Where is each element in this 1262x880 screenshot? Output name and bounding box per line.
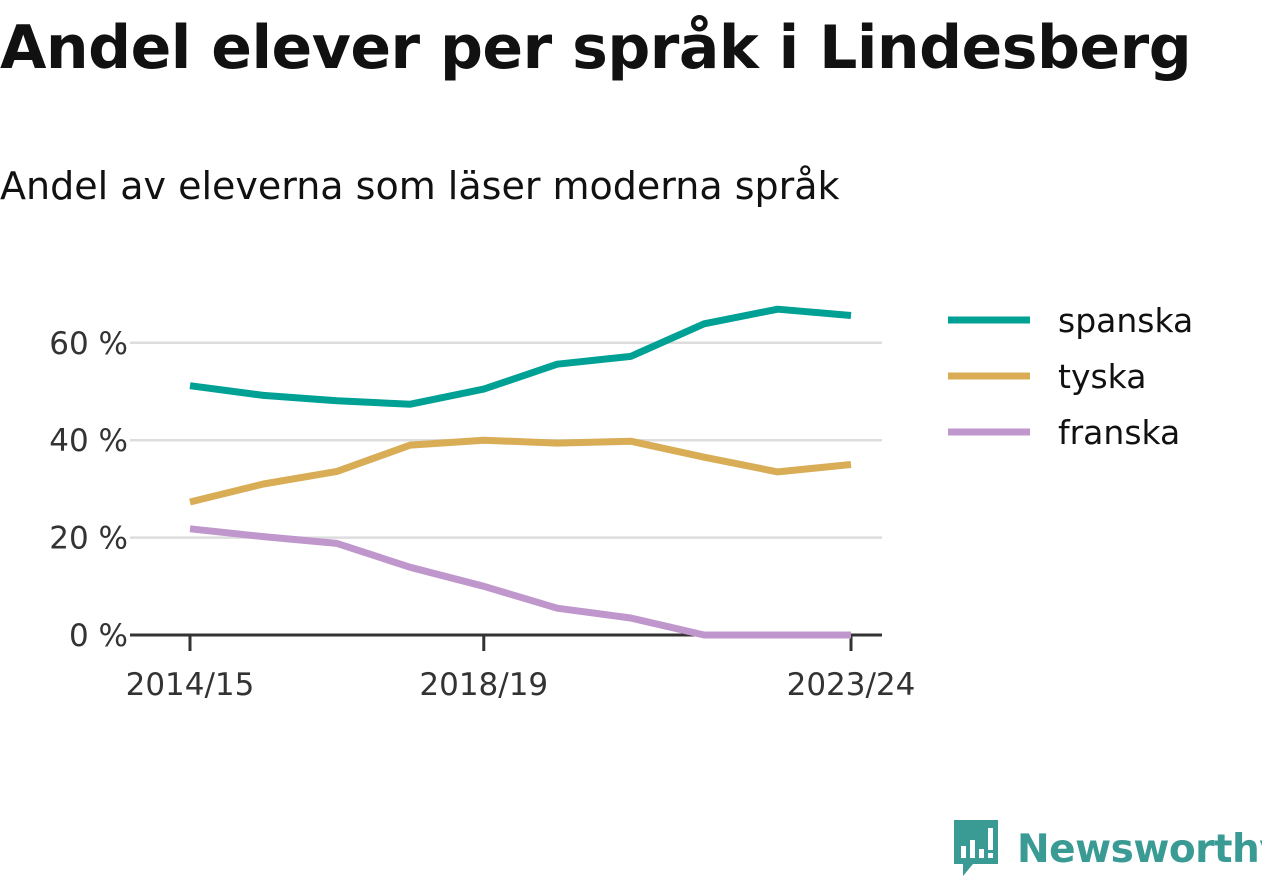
chart-title: Andel elever per språk i Lindesberg xyxy=(0,13,1192,83)
legend: spanska tyska franska xyxy=(948,301,1193,452)
y-tick-label: 20 % xyxy=(49,521,128,557)
x-axis: 2014/15 2018/19 2023/24 xyxy=(126,633,916,703)
legend-label-tyska: tyska xyxy=(1058,357,1146,396)
legend-label-spanska: spanska xyxy=(1058,301,1193,340)
series-lines xyxy=(189,305,852,639)
newsworthy-logo: Newsworthy xyxy=(951,818,1262,880)
series-line-franska xyxy=(189,525,851,639)
y-tick-label: 40 % xyxy=(49,423,128,459)
x-tick-label: 2018/19 xyxy=(419,667,548,703)
x-tick-label: 2023/24 xyxy=(787,667,916,703)
chart-subtitle: Andel av eleverna som läser moderna språ… xyxy=(0,164,840,208)
logo-text: Newsworthy xyxy=(1017,826,1262,872)
series-line-tyska xyxy=(189,436,852,506)
y-axis-labels: 0 % 20 % 40 % 60 % xyxy=(49,326,128,654)
y-tick-label: 0 % xyxy=(69,618,128,654)
series-line-spanska xyxy=(189,305,852,408)
bar-chart-speech-icon xyxy=(954,820,998,876)
legend-label-franska: franska xyxy=(1058,413,1180,452)
y-tick-label: 60 % xyxy=(49,326,128,362)
x-tick-label: 2014/15 xyxy=(126,667,255,703)
